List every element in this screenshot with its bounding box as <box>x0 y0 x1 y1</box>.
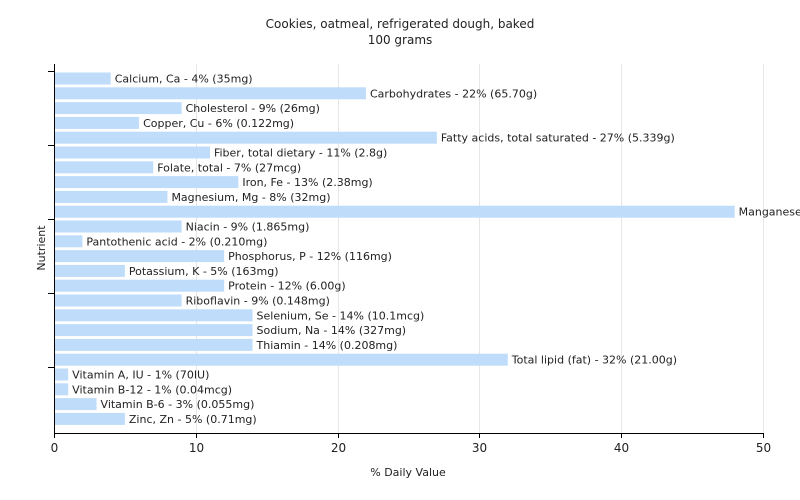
bars: Calcium, Ca - 4% (35mg) Carbohydrates - 2… <box>54 72 800 426</box>
bar-label-14: Protein - 12% (6.00g) <box>228 280 346 293</box>
bar-3 <box>54 116 140 129</box>
x-tick-label-2: 20 <box>331 441 346 455</box>
bar-label-4: Fatty acids, total saturated - 27% (5.33… <box>441 132 675 145</box>
bar-19 <box>54 353 508 366</box>
bar-label-11: Pantothenic acid - 2% (0.210mg) <box>86 235 267 248</box>
axes: 0 10 20 30 40 50 <box>48 64 771 455</box>
bar-label-1: Carbohydrates - 22% (65.70g) <box>370 87 537 100</box>
bar-23 <box>54 412 125 425</box>
bar-8 <box>54 190 168 203</box>
bar-0 <box>54 72 111 85</box>
bar-12 <box>54 250 225 263</box>
bar-label-20: Vitamin A, IU - 1% (70IU) <box>72 369 209 382</box>
bar-label-6: Folate, total - 7% (27mcg) <box>157 161 301 174</box>
bar-label-8: Magnesium, Mg - 8% (32mg) <box>171 191 330 204</box>
chart-subtitle: 100 grams <box>368 33 433 47</box>
bar-22 <box>54 398 97 411</box>
x-axis-title: % Daily Value <box>370 466 446 479</box>
bar-label-22: Vitamin B-6 - 3% (0.055mg) <box>101 398 255 411</box>
bar-label-9: Manganese, Mn - 48% (0.953mg) <box>739 206 800 219</box>
bar-label-18: Thiamin - 14% (0.208mg) <box>256 339 398 352</box>
bar-label-5: Fiber, total dietary - 11% (2.8g) <box>214 147 387 160</box>
bar-label-3: Copper, Cu - 6% (0.122mg) <box>143 117 294 130</box>
bar-label-10: Niacin - 9% (1.865mg) <box>186 221 310 234</box>
bar-label-17: Sodium, Na - 14% (327mg) <box>257 324 407 337</box>
bar-label-7: Iron, Fe - 13% (2.38mg) <box>242 176 372 189</box>
grid-lines <box>196 64 764 433</box>
bar-2 <box>54 102 182 115</box>
bar-label-21: Vitamin B-12 - 1% (0.04mcg) <box>72 383 232 396</box>
bar-18 <box>54 338 253 351</box>
x-tick-label-0: 0 <box>51 441 59 455</box>
bar-16 <box>54 309 253 322</box>
bar-5 <box>54 146 210 159</box>
bar-label-2: Cholesterol - 9% (26mg) <box>186 102 320 115</box>
bar-1 <box>54 87 366 100</box>
bar-9 <box>54 205 735 218</box>
bar-label-23: Zinc, Zn - 5% (0.71mg) <box>129 413 257 426</box>
x-tick-label-1: 10 <box>189 441 204 455</box>
bar-21 <box>54 383 69 396</box>
x-tick-label-4: 40 <box>614 441 629 455</box>
bar-11 <box>54 235 83 248</box>
bar-label-15: Riboflavin - 9% (0.148mg) <box>186 295 330 308</box>
bar-20 <box>54 368 69 381</box>
x-tick-label-5: 50 <box>756 441 771 455</box>
bar-10 <box>54 220 182 233</box>
bar-6 <box>54 161 154 174</box>
bar-17 <box>54 324 253 337</box>
bar-label-12: Phosphorus, P - 12% (116mg) <box>228 250 392 263</box>
y-axis-title: Nutrient <box>35 225 48 271</box>
bar-label-0: Calcium, Ca - 4% (35mg) <box>115 73 253 86</box>
bar-15 <box>54 294 182 307</box>
chart-title: Cookies, oatmeal, refrigerated dough, ba… <box>266 17 535 31</box>
bar-label-16: Selenium, Se - 14% (10.1mcg) <box>257 309 425 322</box>
bar-14 <box>54 279 225 292</box>
x-tick-label-3: 30 <box>472 441 487 455</box>
bar-7 <box>54 176 239 189</box>
bar-label-19: Total lipid (fat) - 32% (21.00g) <box>511 354 677 367</box>
bar-4 <box>54 131 437 144</box>
bar-label-13: Potassium, K - 5% (163mg) <box>129 265 279 278</box>
bar-13 <box>54 264 125 277</box>
